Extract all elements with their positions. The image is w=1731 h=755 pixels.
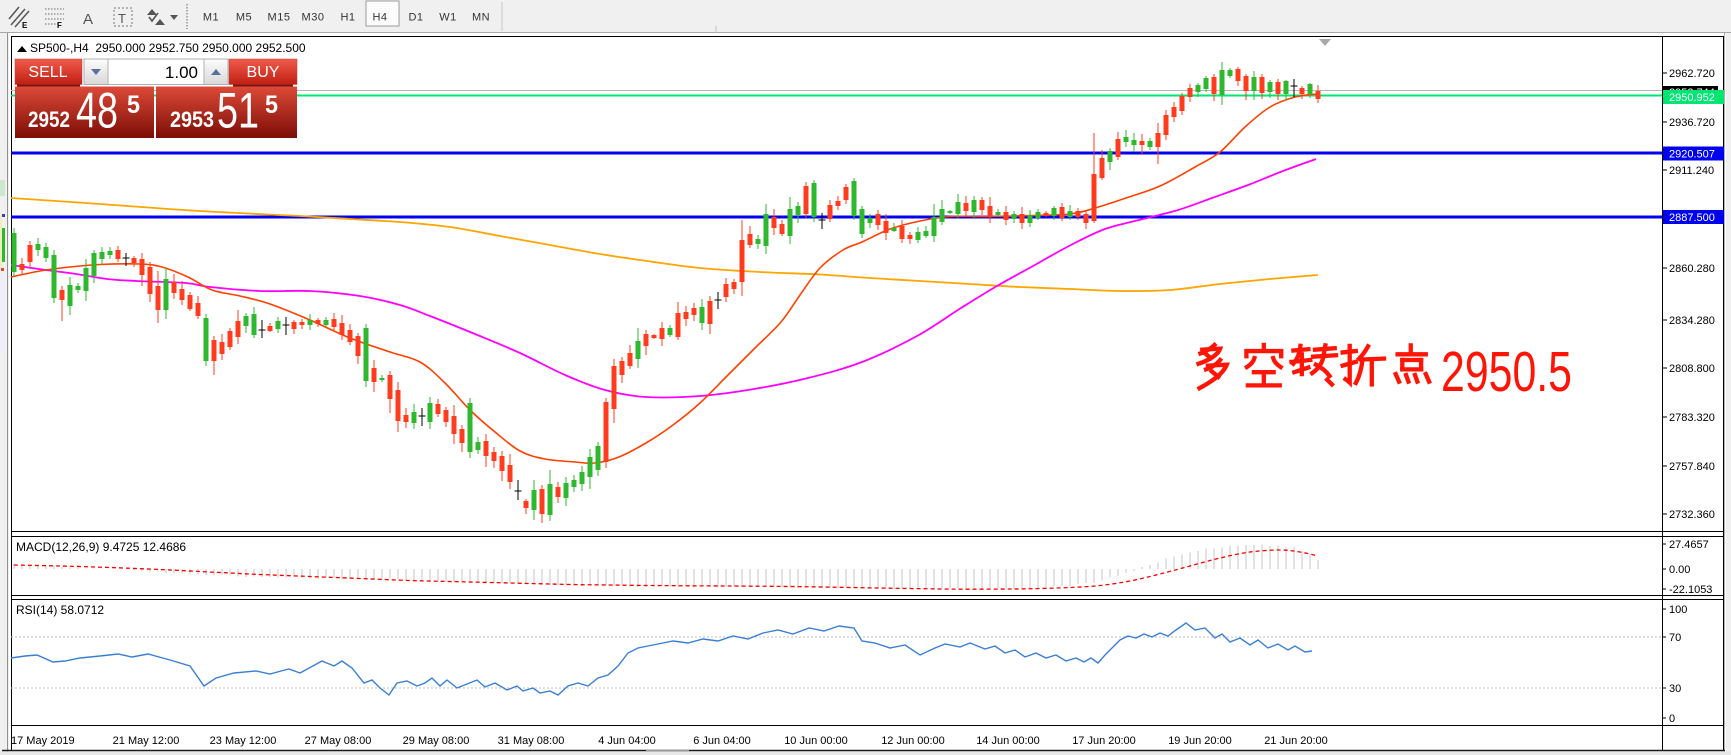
svg-text:SP500-,H4 2950.000 2952.750 2: SP500-,H4 2950.000 2952.750 2950.000 295… xyxy=(30,41,306,55)
svg-text:M15: M15 xyxy=(268,12,291,24)
svg-text:A: A xyxy=(83,11,93,28)
svg-text:0: 0 xyxy=(1669,713,1675,725)
svg-text:17 May 2019: 17 May 2019 xyxy=(11,735,75,747)
svg-text:-22.1053: -22.1053 xyxy=(1669,584,1712,596)
svg-text:2911.240: 2911.240 xyxy=(1669,165,1714,177)
svg-text:M30: M30 xyxy=(302,12,325,24)
svg-text:31 May 08:00: 31 May 08:00 xyxy=(498,735,565,747)
svg-text:0.00: 0.00 xyxy=(1669,564,1690,576)
svg-text:2834.280: 2834.280 xyxy=(1669,315,1715,327)
svg-text:10 Jun 00:00: 10 Jun 00:00 xyxy=(784,735,848,747)
svg-text:2953: 2953 xyxy=(170,107,214,132)
svg-text:2783.320: 2783.320 xyxy=(1669,412,1715,424)
svg-text:23 May 12:00: 23 May 12:00 xyxy=(210,735,277,747)
svg-text:H4: H4 xyxy=(372,12,387,24)
svg-text:12 Jun 00:00: 12 Jun 00:00 xyxy=(881,735,945,747)
svg-text:2808.800: 2808.800 xyxy=(1669,363,1715,375)
svg-text:2952: 2952 xyxy=(28,107,70,132)
svg-text:MN: MN xyxy=(472,12,490,24)
svg-text:21 Jun 20:00: 21 Jun 20:00 xyxy=(1264,735,1328,747)
svg-text:6 Jun 04:00: 6 Jun 04:00 xyxy=(693,735,751,747)
svg-text:5: 5 xyxy=(265,91,278,119)
svg-text:MACD(12,26,9) 9.4725 12.4686: MACD(12,26,9) 9.4725 12.4686 xyxy=(16,540,186,554)
svg-text:2757.840: 2757.840 xyxy=(1669,461,1715,473)
svg-text:M5: M5 xyxy=(236,12,252,24)
svg-text:2950.952: 2950.952 xyxy=(1669,92,1715,104)
svg-text:5: 5 xyxy=(127,91,140,119)
svg-text:1.00: 1.00 xyxy=(165,63,198,82)
svg-text:2950.5: 2950.5 xyxy=(1441,340,1572,404)
svg-text:17 Jun 20:00: 17 Jun 20:00 xyxy=(1072,735,1136,747)
svg-text:2936.720: 2936.720 xyxy=(1669,117,1715,129)
svg-text:100: 100 xyxy=(1669,604,1687,616)
svg-text:30: 30 xyxy=(1669,683,1681,695)
svg-text:27.4657: 27.4657 xyxy=(1669,539,1709,551)
svg-text:M1: M1 xyxy=(203,12,219,24)
svg-text:SELL: SELL xyxy=(28,64,67,81)
svg-text:2860.280: 2860.280 xyxy=(1669,263,1715,275)
svg-text:70: 70 xyxy=(1669,632,1681,644)
svg-text:D1: D1 xyxy=(408,12,423,24)
svg-text:14 Jun 00:00: 14 Jun 00:00 xyxy=(976,735,1040,747)
svg-text:W1: W1 xyxy=(439,12,457,24)
svg-text:27 May 08:00: 27 May 08:00 xyxy=(305,735,372,747)
svg-text:T: T xyxy=(118,11,126,26)
svg-text:2920.507: 2920.507 xyxy=(1669,149,1715,161)
svg-text:E: E xyxy=(22,21,28,30)
svg-text:4 Jun 04:00: 4 Jun 04:00 xyxy=(598,735,656,747)
svg-text:2962.720: 2962.720 xyxy=(1669,68,1715,80)
svg-text:H1: H1 xyxy=(340,12,355,24)
svg-text:51: 51 xyxy=(217,83,259,139)
svg-text:48: 48 xyxy=(76,83,118,139)
svg-text:29 May 08:00: 29 May 08:00 xyxy=(403,735,470,747)
svg-text:21 May 12:00: 21 May 12:00 xyxy=(113,735,180,747)
svg-text:2732.360: 2732.360 xyxy=(1669,509,1715,521)
svg-text:F: F xyxy=(57,21,62,30)
svg-text:BUY: BUY xyxy=(247,64,280,81)
svg-text:2887.500: 2887.500 xyxy=(1669,212,1715,224)
svg-text:19 Jun 20:00: 19 Jun 20:00 xyxy=(1168,735,1232,747)
svg-text:RSI(14) 58.0712: RSI(14) 58.0712 xyxy=(16,603,104,617)
